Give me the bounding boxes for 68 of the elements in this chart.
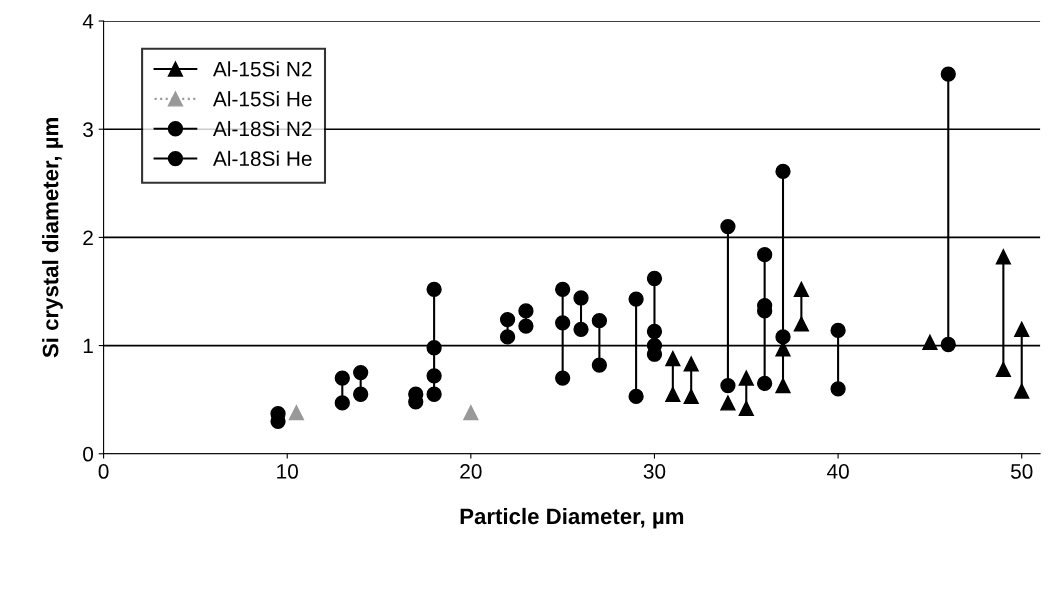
point: [518, 303, 534, 319]
y-tick-label: 0: [83, 446, 94, 462]
point: [775, 329, 791, 345]
point: [591, 313, 608, 329]
point: [720, 218, 736, 235]
point: [646, 270, 663, 287]
point: [426, 281, 442, 297]
point: [499, 329, 516, 345]
point: [1014, 383, 1030, 399]
point: [738, 400, 754, 416]
point: [775, 163, 791, 180]
point: [646, 323, 663, 340]
point: [738, 370, 754, 386]
point: [426, 368, 442, 384]
point: [922, 334, 938, 350]
point: [775, 341, 791, 357]
legend-label: Al-15Si N2: [212, 61, 312, 77]
y-tick-label: 1: [83, 338, 93, 354]
x-tick-label: 10: [277, 464, 298, 479]
x-tick-label: 40: [826, 464, 849, 479]
point: [555, 315, 571, 331]
point: [757, 375, 773, 392]
point: [628, 291, 644, 307]
point: [426, 386, 442, 402]
point: [775, 377, 791, 394]
point: [995, 249, 1012, 265]
x-tick-label: 20: [460, 464, 482, 479]
point: [591, 357, 608, 373]
x-tick-label: 50: [1010, 464, 1033, 479]
legend-label: Al-15Si He: [212, 91, 312, 107]
point: [353, 386, 369, 402]
point: [1014, 321, 1030, 337]
point: [995, 361, 1012, 378]
point: [334, 395, 350, 411]
point: [555, 281, 571, 297]
legend-label: Al-18Si He: [212, 150, 312, 167]
point: [665, 350, 681, 367]
point: [720, 395, 736, 411]
point: [793, 316, 810, 332]
point: [573, 321, 589, 337]
point: [463, 405, 479, 421]
point: [720, 377, 736, 394]
x-tick-label: 0: [98, 464, 109, 479]
point: [288, 405, 305, 421]
point: [353, 364, 369, 381]
point: [830, 381, 846, 397]
point: [683, 356, 699, 372]
x-tick-label: 30: [643, 464, 666, 479]
point: [573, 290, 589, 306]
point: [757, 247, 773, 263]
y-axis-title: Si crystal diameter, µm: [42, 118, 63, 358]
y-tick-label: 3: [83, 122, 93, 137]
point: [940, 336, 956, 353]
point: [518, 318, 534, 334]
point: [334, 370, 350, 386]
point: [793, 281, 810, 297]
point: [628, 388, 644, 405]
x-axis-title: Particle Diameter, µm: [460, 507, 684, 529]
point: [426, 340, 442, 356]
point: [555, 370, 571, 386]
point: [940, 66, 956, 82]
legend-label: Al-18Si N2: [212, 120, 312, 137]
point: [665, 386, 681, 402]
point: [830, 322, 846, 339]
y-tick-label: 2: [83, 230, 93, 245]
y-tick-label: 4: [82, 14, 94, 29]
point: [683, 388, 699, 405]
point: [499, 311, 516, 328]
